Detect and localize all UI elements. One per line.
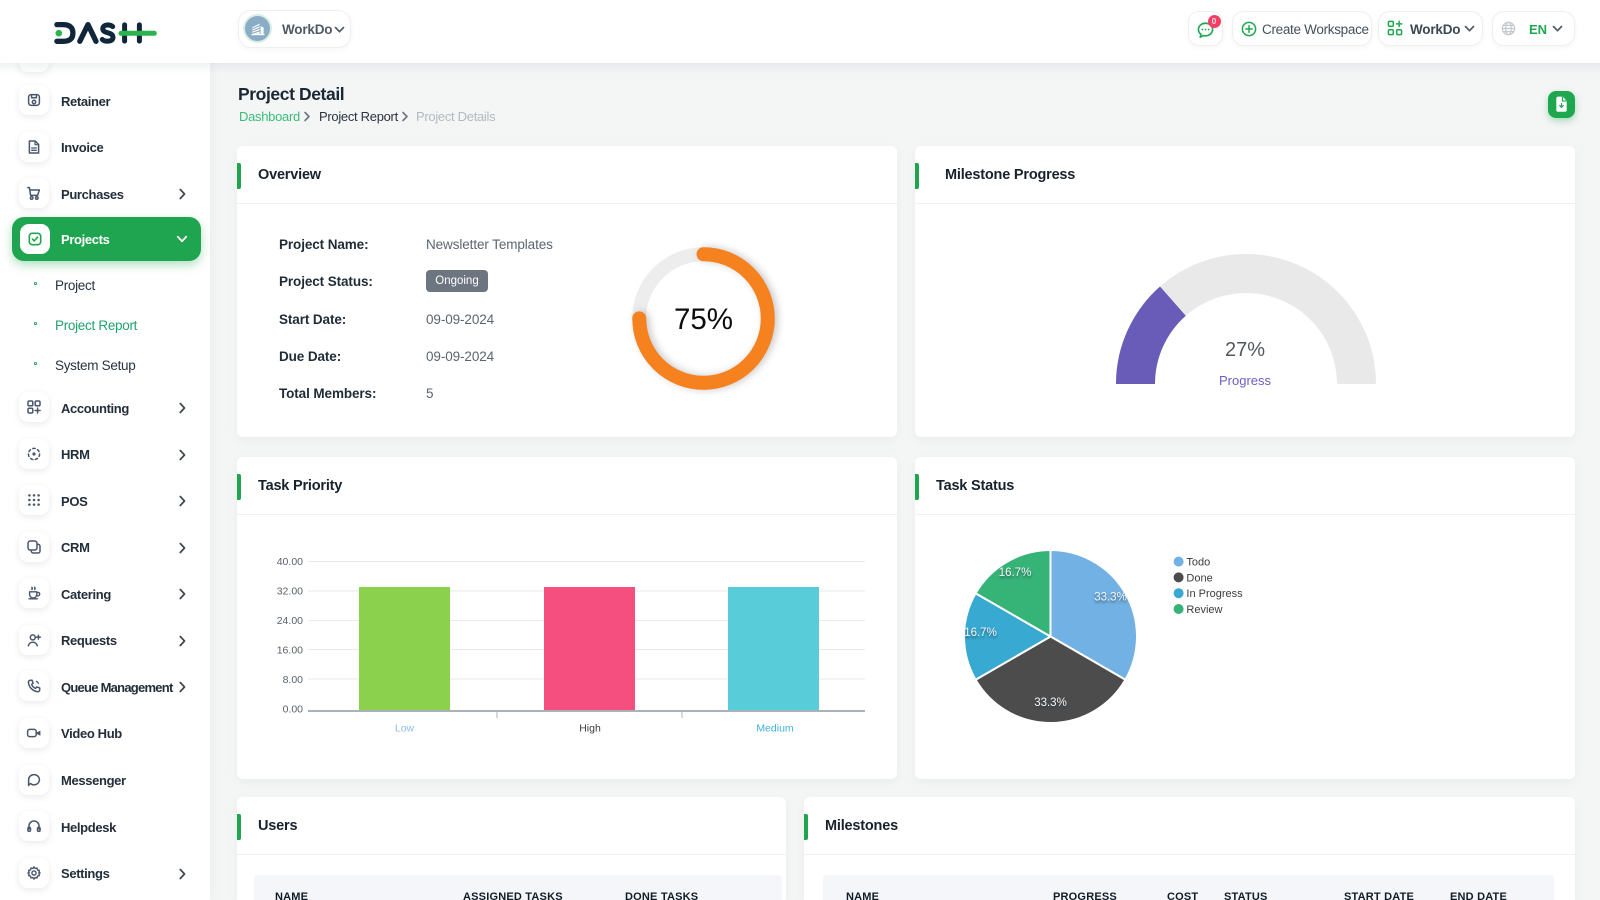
svg-text:32.00: 32.00 (277, 586, 303, 598)
svg-text:16.00: 16.00 (277, 645, 303, 657)
svg-text:Done: Done (1186, 572, 1212, 584)
svg-text:33.3%: 33.3% (1094, 592, 1127, 604)
svg-text:33.3%: 33.3% (1034, 697, 1067, 709)
svg-text:High: High (579, 723, 601, 735)
svg-text:40.00: 40.00 (277, 556, 303, 568)
svg-text:In Progress: In Progress (1186, 588, 1243, 600)
svg-text:Low: Low (395, 723, 415, 735)
svg-text:16.7%: 16.7% (964, 627, 997, 639)
svg-text:Todo: Todo (1186, 557, 1210, 569)
svg-text:16.7%: 16.7% (999, 567, 1032, 579)
svg-text:0.00: 0.00 (283, 704, 304, 716)
svg-text:8.00: 8.00 (283, 674, 304, 686)
svg-text:75%: 75% (674, 303, 733, 336)
svg-text:24.00: 24.00 (277, 615, 303, 627)
svg-text:Medium: Medium (756, 723, 794, 735)
svg-text:Review: Review (1186, 604, 1222, 616)
